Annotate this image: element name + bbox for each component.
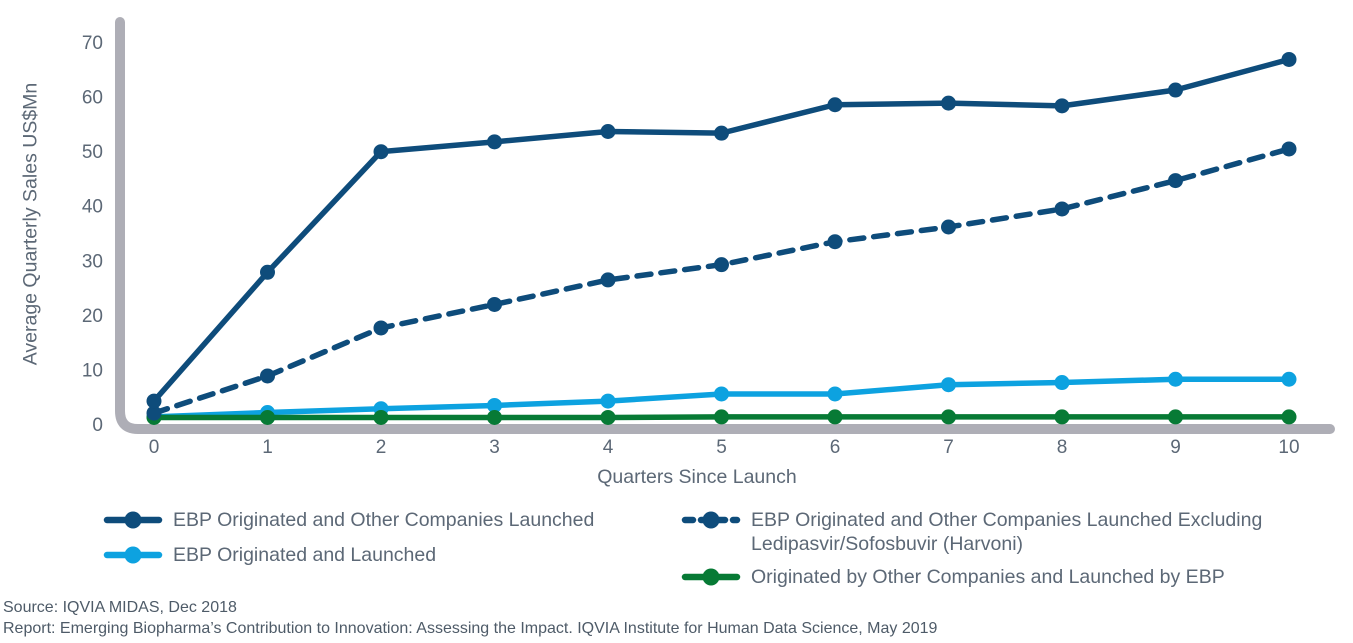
legend-column-left: EBP Originated and Other Companies Launc… [103,508,663,567]
data-point [1054,201,1070,217]
data-point [1054,98,1070,114]
x-tick-label: 7 [943,437,954,458]
data-point [600,393,616,409]
data-point [827,97,843,113]
data-point [714,409,729,425]
x-axis-title: Quarters Since Launch [597,466,797,488]
report-line: Report: Emerging Biopharma’s Contributio… [3,620,938,637]
data-point [373,320,389,336]
x-tick-label: 5 [716,437,727,458]
data-point [827,234,843,250]
data-point [260,409,275,425]
series-line [151,146,1292,416]
x-tick-label: 2 [376,437,387,458]
y-tick-label: 40 [82,197,103,218]
data-point [1168,82,1183,98]
data-point [487,397,502,413]
y-tick-label: 0 [92,415,103,436]
data-point [714,125,729,141]
data-point [941,409,956,425]
legend-label: EBP Originated and Other Companies Launc… [751,509,1263,555]
source-note: Source: IQVIA MIDAS, Dec 2018 Report: Em… [3,597,937,639]
data-point [487,409,502,425]
legend-label: EBP Originated and Other Companies Launc… [173,509,595,531]
line-marker-icon [103,511,163,529]
data-point [146,405,162,421]
axis-line [115,17,1335,434]
x-tick-label: 10 [1278,437,1299,458]
y-tick-label: 30 [82,251,103,272]
data-point [714,386,729,402]
legend-item-ebp-originated-and-launched: EBP Originated and Launched [103,543,663,567]
data-point [1281,409,1297,425]
data-point [1168,371,1183,387]
data-point [1281,51,1297,67]
data-point [487,296,502,312]
line-chart: 0 10 20 30 40 50 60 70 0 1 2 3 4 5 6 7 8 9 10 [82,17,1335,458]
data-point [600,409,616,425]
data-point [1054,375,1070,391]
data-point [1168,173,1183,189]
x-tick-label: 4 [603,437,614,458]
data-point [260,368,275,384]
data-point [600,272,616,288]
x-tick-label: 3 [489,437,500,458]
y-tick-label: 10 [82,360,103,381]
y-axis-title: Average Quarterly Sales US$Mn [19,82,42,366]
line-marker-icon [103,546,163,564]
source-line: Source: IQVIA MIDAS, Dec 2018 [3,599,237,616]
legend-item-ebp-originated-and-other-companies-launched-excl: EBP Originated and Other Companies Launc… [681,508,1329,556]
data-point [487,134,502,150]
x-tick-label: 9 [1170,437,1181,458]
data-point [600,123,616,139]
legend-label: EBP Originated and Launched [173,544,437,566]
legend-item-originated-by-other-companies-and-launched-by-eb: Originated by Other Companies and Launch… [681,565,1329,589]
data-point [941,219,956,235]
y-tick-label: 70 [82,33,103,54]
y-tick-label: 20 [82,306,103,327]
data-point [1281,141,1297,157]
series-ebp-originated-and-other-companies-launched-excl [146,141,1297,421]
data-point [941,377,956,393]
data-point [827,409,843,425]
x-tick-label: 6 [830,437,841,458]
data-point [1168,409,1183,425]
data-point [146,393,162,409]
y-tick-label: 50 [82,142,103,163]
data-point [373,409,389,425]
data-point [1281,371,1297,387]
line-marker-icon [681,568,741,586]
dashed-line-marker-icon [681,511,741,529]
data-point [714,257,729,273]
legend-column-right: EBP Originated and Other Companies Launc… [681,508,1329,589]
legend-item-ebp-originated-and-other-companies-launched: EBP Originated and Other Companies Launc… [103,508,663,532]
legend-label: Originated by Other Companies and Launch… [751,566,1225,588]
series-ebp-originated-and-other-companies-launched [146,51,1297,409]
data-point [941,95,956,111]
x-tick-label: 8 [1057,437,1068,458]
data-point [260,264,275,280]
y-tick-label: 60 [82,88,103,109]
x-tick-label: 0 [149,437,160,458]
data-point [373,144,389,160]
x-tick-label: 1 [262,437,273,458]
data-point [827,386,843,402]
data-point [1054,409,1070,425]
